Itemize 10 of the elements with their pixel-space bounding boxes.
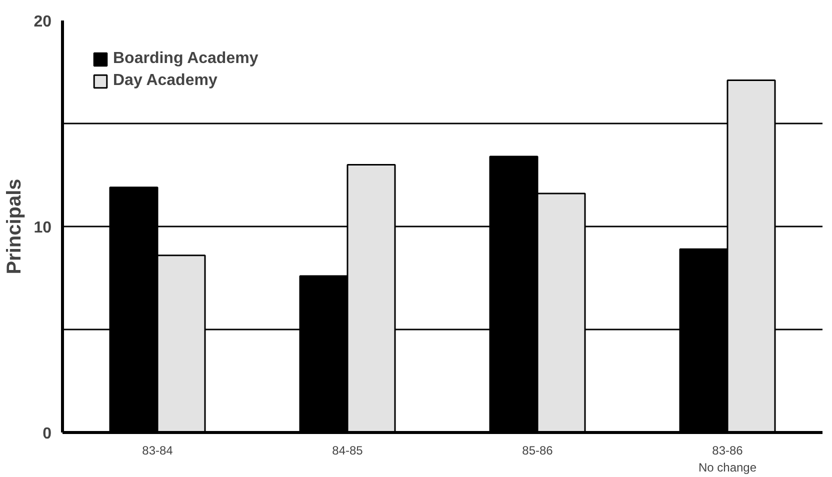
x-tick-label: 83-86 No change — [698, 444, 757, 474]
x-tick-label: 84-85 — [332, 444, 364, 458]
x-tick-label: 85-86 — [522, 444, 554, 458]
y-tick-label: 20 — [34, 14, 52, 30]
y-axis-title: Principals — [4, 178, 26, 274]
x-tick-label: 83-84 — [142, 444, 174, 458]
legend-label: Boarding Academy — [113, 50, 258, 68]
y-tick-label: 10 — [34, 220, 52, 236]
legend-label: Day Academy — [113, 72, 218, 90]
y-tick-label: 0 — [42, 426, 52, 442]
